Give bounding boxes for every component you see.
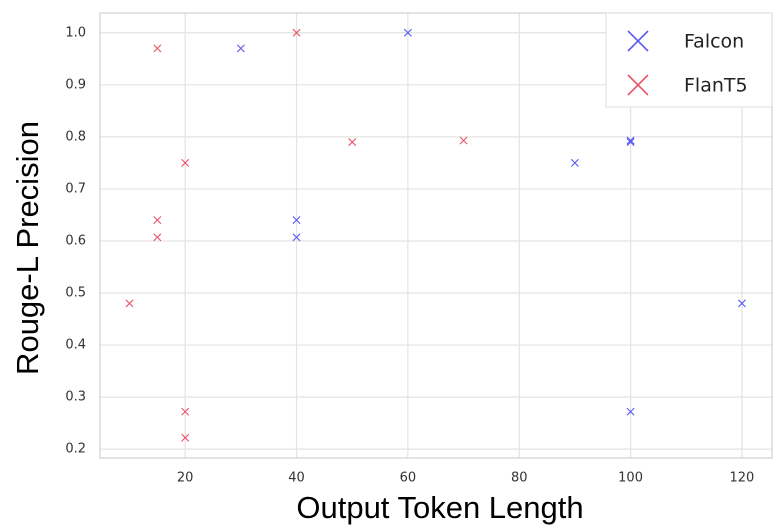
scatter-point xyxy=(236,44,245,53)
x-tick-label: 100 xyxy=(618,471,643,486)
scatter-point xyxy=(292,216,301,225)
scatter-point xyxy=(626,138,635,147)
legend-box xyxy=(605,12,773,108)
scatter-point xyxy=(153,44,162,53)
y-tick-label: 0.8 xyxy=(65,129,86,144)
y-tick-label: 0.6 xyxy=(65,233,86,248)
plot-frame xyxy=(99,12,773,459)
scatter-point xyxy=(292,28,301,37)
y-axis-label: Rouge-L Precision xyxy=(10,121,45,375)
scatter-point xyxy=(125,299,134,308)
x-axis-label: Output Token Length xyxy=(296,490,583,525)
y-tick-label: 0.9 xyxy=(65,77,86,92)
scatter-point xyxy=(570,158,579,167)
y-tick-label: 0.7 xyxy=(65,181,86,196)
legend-marker xyxy=(627,74,649,96)
x-tick-label: 120 xyxy=(730,471,755,486)
scatter-point xyxy=(153,216,162,225)
y-tick-label: 0.4 xyxy=(65,338,86,353)
y-tick-label: 1.0 xyxy=(65,25,86,40)
scatter-point xyxy=(181,158,190,167)
scatter-point xyxy=(348,138,357,147)
scatter-point xyxy=(181,407,190,416)
x-tick-label: 20 xyxy=(177,471,194,486)
legend-label: FlanT5 xyxy=(684,75,748,97)
y-tick-label: 0.2 xyxy=(65,442,86,457)
scatter-point xyxy=(153,233,162,242)
scatter-point xyxy=(626,136,635,145)
scatter-point xyxy=(403,28,412,37)
y-tick-label: 0.5 xyxy=(65,286,86,301)
scatter-point xyxy=(181,433,190,442)
legend-label: Falcon xyxy=(684,31,744,53)
legend-marker xyxy=(627,30,649,52)
x-tick-label: 60 xyxy=(400,471,417,486)
scatter-point xyxy=(737,299,746,308)
scatter-point xyxy=(292,233,301,242)
x-tick-label: 40 xyxy=(288,471,305,486)
y-tick-label: 0.3 xyxy=(65,390,86,405)
x-tick-label: 80 xyxy=(511,471,528,486)
scatter-point xyxy=(626,407,635,416)
scatter-point xyxy=(459,136,468,145)
